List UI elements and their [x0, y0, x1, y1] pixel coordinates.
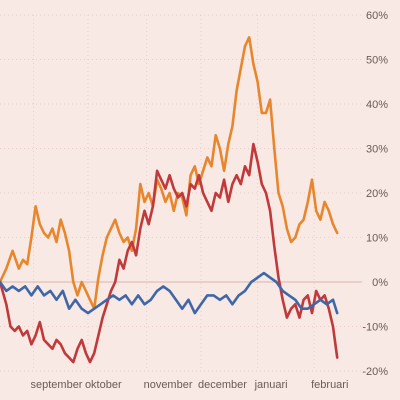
- x-tick-label: oktober: [85, 379, 122, 391]
- y-tick-label: 40%: [366, 99, 388, 111]
- x-tick-label: februari: [311, 379, 348, 391]
- series-group: [0, 35, 339, 364]
- y-tick-label: 50%: [366, 55, 388, 67]
- x-axis: september oktober november december januari f…: [31, 379, 349, 391]
- series-line: [0, 35, 339, 311]
- y-tick-label: 20%: [366, 188, 388, 200]
- y-tick-label: 60%: [366, 10, 388, 22]
- y-axis: 60% 50% 40% 30% 20% 10% 0% -10% -20%: [362, 10, 388, 378]
- y-tick-label: -10%: [362, 322, 388, 334]
- y-tick-label: -20%: [362, 366, 388, 378]
- series-line: [0, 271, 339, 315]
- x-tick-label: december: [198, 379, 247, 391]
- y-tick-label: 0%: [372, 277, 388, 289]
- y-tick-label: 30%: [366, 144, 388, 156]
- x-tick-label: november: [144, 379, 193, 391]
- series-line: [0, 142, 339, 364]
- x-tick-label: januari: [254, 379, 288, 391]
- x-tick-label: september: [31, 379, 83, 391]
- y-tick-label: 10%: [366, 233, 388, 245]
